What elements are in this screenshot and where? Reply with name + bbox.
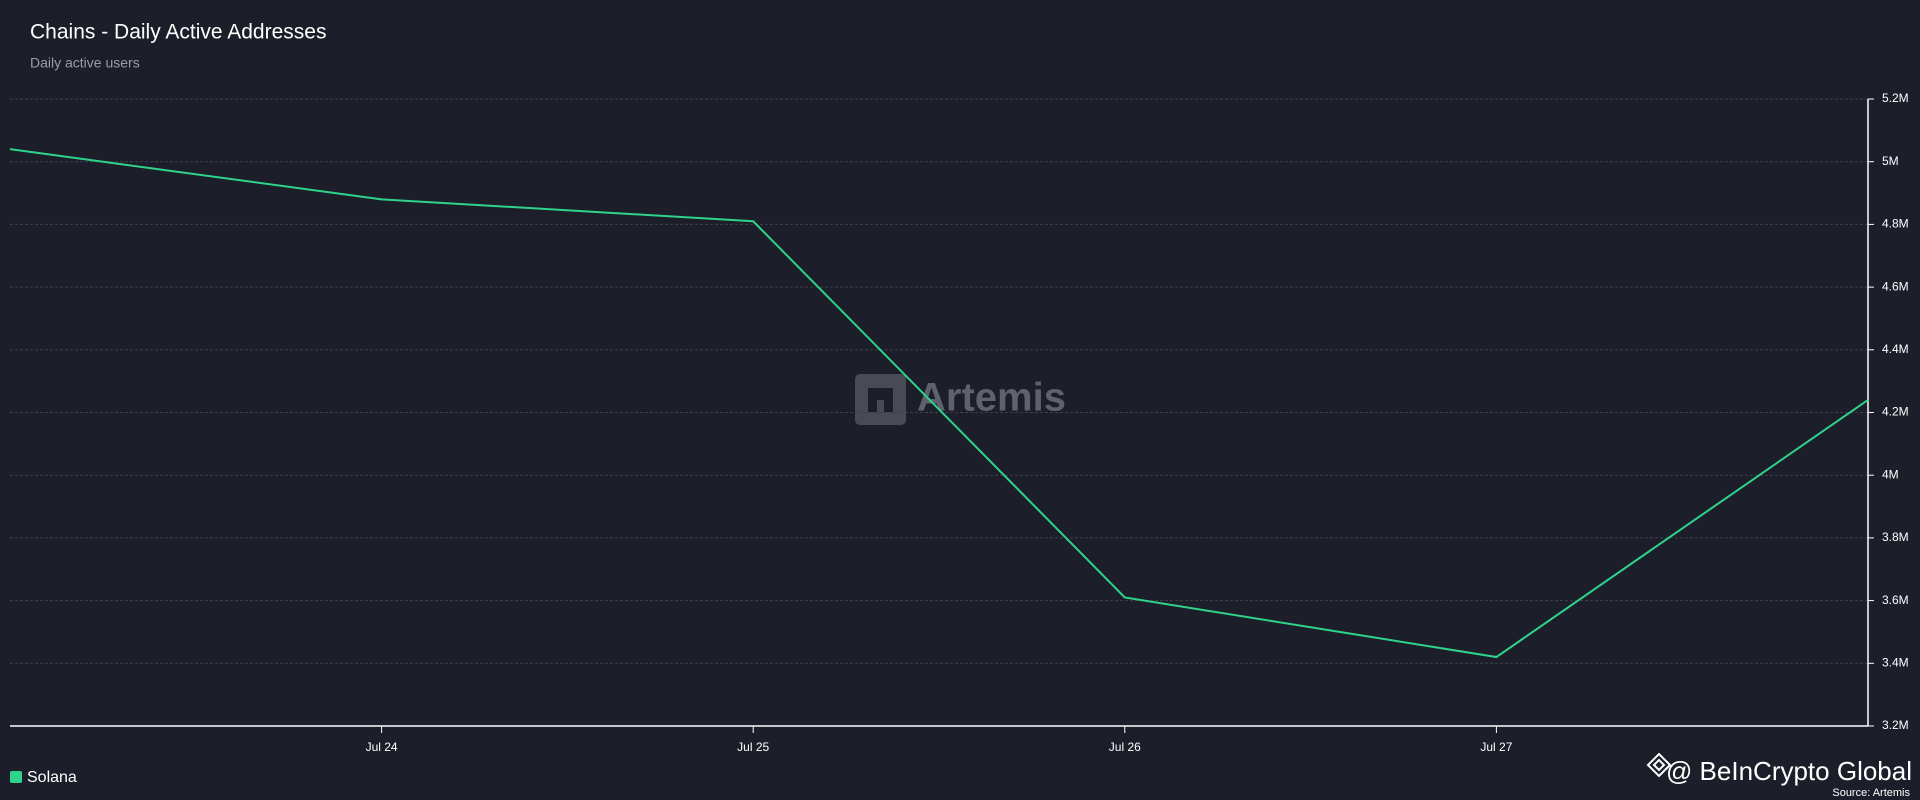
line [9, 148, 1869, 659]
x-tick-label: Jul 25 [737, 740, 769, 754]
x-tick-label: Jul 26 [1109, 740, 1141, 754]
y-tick-label: 3.8M [1882, 530, 1909, 544]
chart-title: Chains - Daily Active Addresses [30, 21, 326, 44]
brand-logo [1646, 752, 1672, 778]
y-tick-label: 4M [1882, 467, 1899, 481]
legend-label: Solana [27, 769, 77, 786]
logo-glyph [868, 388, 893, 412]
y-tick-label: 5.2M [1882, 91, 1909, 105]
y-tick-label: 4.4M [1882, 342, 1909, 356]
y-tick-label: 4.8M [1882, 217, 1909, 231]
legend-swatch [10, 771, 22, 783]
watermark-logo [855, 374, 906, 425]
branding: @ BeInCrypto Global [1666, 756, 1912, 786]
y-tick-label: 4.6M [1882, 279, 1909, 293]
source: Source: Artemis [1832, 787, 1910, 799]
x-tick-label: Jul 24 [366, 740, 398, 754]
y-tick-label: 3.4M [1882, 655, 1909, 669]
y-tick-label: 3.6M [1882, 593, 1909, 607]
y-tick-label: 3.2M [1882, 718, 1909, 732]
y-tick-label: 4.2M [1882, 405, 1909, 419]
x-tick-label: Jul 27 [1480, 740, 1512, 754]
y-tick-label: 5M [1882, 154, 1899, 168]
chart-subtitle: Daily active users [30, 55, 140, 71]
